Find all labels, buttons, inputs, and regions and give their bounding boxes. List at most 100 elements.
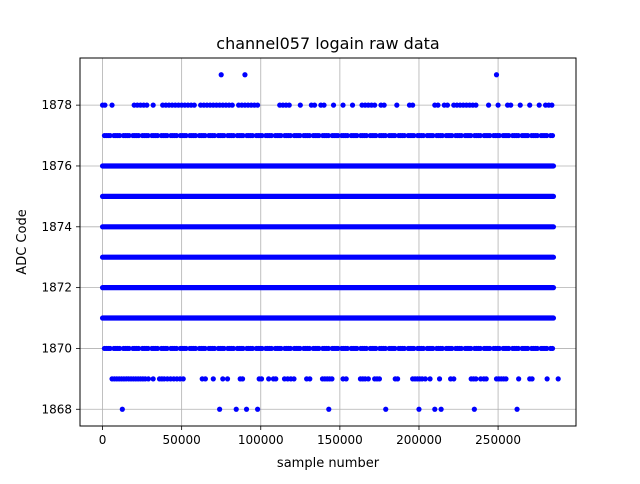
data-point: [321, 102, 327, 108]
data-point: [335, 345, 341, 352]
y-tick-label: 1870: [41, 341, 72, 355]
data-point: [202, 345, 208, 352]
data-point: [254, 406, 261, 412]
data-point: [439, 345, 445, 352]
data-point: [506, 345, 512, 352]
data-point: [420, 345, 427, 352]
data-point: [496, 132, 502, 139]
data-point: [340, 102, 346, 108]
data-point: [278, 345, 284, 352]
data-point: [354, 345, 360, 352]
data-point: [233, 406, 239, 412]
data-point: [534, 345, 540, 352]
data-point: [382, 345, 389, 352]
data-point: [449, 132, 455, 139]
data-point: [173, 132, 180, 139]
data-point: [164, 345, 170, 352]
data-point: [381, 102, 387, 108]
data-point: [529, 376, 535, 382]
data-point: [117, 345, 123, 352]
data-point: [145, 132, 151, 139]
data-point: [259, 132, 265, 139]
data-point: [516, 376, 522, 382]
x-tick-label: 150000: [317, 433, 363, 447]
data-point: [430, 132, 436, 139]
data-point: [136, 132, 142, 139]
data-point: [449, 345, 455, 352]
data-point: [192, 132, 199, 139]
data-point: [217, 406, 223, 412]
data-point: [191, 102, 197, 108]
data-point: [517, 102, 523, 108]
data-point: [549, 102, 555, 108]
data-point: [534, 132, 540, 139]
data-point: [451, 376, 457, 382]
data-point: [444, 102, 451, 108]
data-point: [136, 345, 142, 352]
axis-ticks: 0 50000 100000 150000 200000 250000 1868 1870 18…: [41, 98, 521, 447]
data-point: [373, 132, 379, 139]
data-point: [183, 345, 189, 352]
chart-title: channel057 logain raw data: [216, 34, 439, 53]
data-point: [344, 132, 351, 139]
data-point: [544, 345, 550, 352]
data-point: [382, 132, 389, 139]
data-point: [150, 102, 156, 108]
data-point: [525, 132, 531, 139]
data-point: [278, 132, 284, 139]
data-point: [210, 376, 216, 382]
data-point: [401, 345, 408, 352]
data-point: [468, 345, 474, 352]
data-point: [544, 376, 550, 382]
data-point: [230, 345, 237, 352]
data-point: [311, 102, 318, 108]
data-point: [220, 376, 226, 382]
data-point: [349, 102, 356, 108]
data-point: [536, 102, 542, 108]
data-point: [471, 406, 477, 412]
data-point: [392, 345, 398, 352]
data-point: [549, 132, 556, 139]
data-point: [107, 132, 113, 139]
data-point: [330, 102, 337, 108]
data-point: [515, 132, 521, 139]
data-point: [102, 102, 108, 108]
data-point: [229, 102, 235, 108]
data-point: [503, 376, 509, 382]
data-point: [107, 345, 113, 352]
x-tick-label: 200000: [396, 433, 442, 447]
data-point: [477, 345, 483, 352]
data-point: [243, 406, 250, 412]
x-axis-label: sample number: [277, 456, 380, 471]
data-point: [202, 376, 208, 382]
x-tick-label: 250000: [475, 433, 521, 447]
data-point: [394, 102, 400, 108]
data-point: [549, 345, 556, 352]
data-point: [287, 345, 294, 352]
data-point: [287, 132, 294, 139]
data-point: [363, 345, 370, 352]
data-point: [155, 132, 161, 139]
data-point: [493, 72, 500, 78]
data-point: [343, 376, 349, 382]
x-tick-label: 100000: [238, 433, 284, 447]
data-point: [316, 132, 322, 139]
data-point: [508, 102, 514, 108]
data-point: [473, 102, 479, 108]
data-point: [410, 102, 416, 108]
data-point: [306, 132, 313, 139]
data-point: [420, 132, 427, 139]
data-point: [273, 376, 279, 382]
data-point: [458, 345, 464, 352]
data-point: [268, 132, 275, 139]
data-point: [173, 345, 180, 352]
data-point: [435, 102, 441, 108]
data-point: [325, 132, 332, 139]
data-point: [211, 345, 218, 352]
data-point: [266, 376, 272, 382]
data-points: [99, 72, 561, 412]
data-point: [240, 132, 246, 139]
